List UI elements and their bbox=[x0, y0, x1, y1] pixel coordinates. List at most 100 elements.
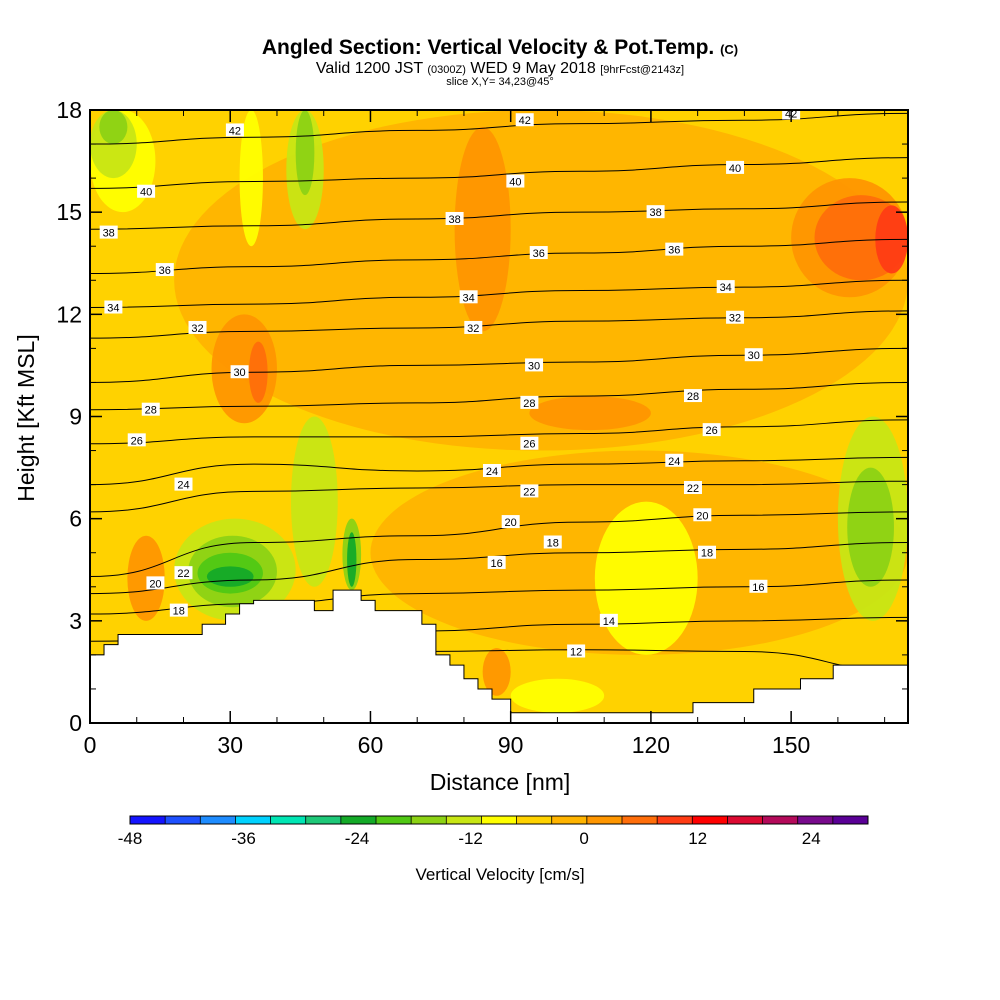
contour-label: 34 bbox=[716, 280, 735, 294]
y-tick-label: 0 bbox=[69, 710, 82, 736]
contour-label-text: 34 bbox=[107, 303, 119, 315]
contour-label-text: 26 bbox=[523, 439, 535, 451]
contour-label-box bbox=[155, 263, 174, 277]
theta-contour-40 bbox=[90, 157, 908, 189]
x-tick-label: 30 bbox=[217, 732, 243, 758]
velocity-region bbox=[127, 535, 165, 621]
colorbar-swatch bbox=[130, 816, 166, 824]
theta-contour-30 bbox=[90, 347, 908, 383]
colorbar-swatch bbox=[797, 816, 834, 824]
colorbar-swatch bbox=[516, 816, 553, 824]
contour-label-box bbox=[702, 423, 721, 437]
valid-time: Valid 1200 JST (0300Z) WED 9 May 2018 [9… bbox=[315, 60, 685, 77]
theta-contour-20 bbox=[90, 511, 908, 578]
terrain bbox=[90, 589, 908, 723]
contour-label-text: 38 bbox=[448, 214, 460, 226]
y-tick-label: 15 bbox=[56, 199, 82, 225]
colorbar-swatch bbox=[340, 816, 377, 824]
contour-label-text: 32 bbox=[191, 323, 203, 335]
y-tick-label: 18 bbox=[56, 97, 82, 123]
contour-label-box bbox=[520, 436, 539, 450]
contour-label: 32 bbox=[188, 320, 207, 335]
contour-label-text: 28 bbox=[687, 391, 699, 403]
contour-label-box bbox=[646, 205, 665, 219]
contour-label: 36 bbox=[665, 242, 684, 257]
contour-label-text: 36 bbox=[533, 248, 545, 260]
contour-label-box bbox=[169, 603, 188, 617]
contour-label-box bbox=[506, 174, 525, 188]
colorbar-label: Vertical Velocity [cm/s] bbox=[415, 865, 584, 884]
contour-label-text: 40 bbox=[140, 187, 152, 199]
contour-label: 18 bbox=[543, 535, 562, 550]
terrain-profile bbox=[90, 589, 908, 723]
y-tick-label: 12 bbox=[56, 301, 82, 327]
contour-label-box bbox=[726, 310, 745, 324]
contour-label-text: 30 bbox=[233, 367, 245, 379]
contour-label-text: 34 bbox=[720, 282, 732, 294]
contour-label-text: 36 bbox=[159, 265, 171, 277]
theta-contour-16 bbox=[90, 579, 908, 615]
contour-label-text: 36 bbox=[668, 245, 680, 257]
colorbar-swatch bbox=[586, 816, 623, 824]
contour-label: 14 bbox=[599, 613, 618, 628]
contour-label-box bbox=[520, 484, 539, 498]
y-tick-label: 3 bbox=[69, 608, 82, 634]
contour-label-box bbox=[104, 300, 123, 314]
contour-label: 20 bbox=[501, 515, 520, 529]
colorbar-swatch bbox=[481, 816, 518, 824]
contour-label-text: 22 bbox=[177, 568, 189, 580]
theta-contour-32 bbox=[90, 310, 908, 339]
velocity-region bbox=[594, 501, 698, 655]
x-tick-label: 120 bbox=[632, 732, 670, 758]
contour-label: 18 bbox=[698, 545, 717, 560]
slice-info: slice X,Y= 34,23@45° bbox=[446, 76, 554, 88]
contour-label-box bbox=[726, 160, 745, 174]
velocity-region bbox=[510, 678, 605, 713]
contour-label-text: 40 bbox=[509, 177, 521, 189]
contour-label-box bbox=[665, 453, 684, 467]
contour-label-text: 24 bbox=[486, 466, 498, 478]
contour-label-text: 32 bbox=[467, 323, 479, 335]
velocity-region bbox=[347, 532, 357, 587]
colorbar-swatch bbox=[376, 816, 412, 824]
colorbar-swatch bbox=[270, 816, 307, 824]
contour-label-text: 22 bbox=[523, 486, 535, 498]
theta-contour-26 bbox=[90, 419, 908, 445]
contour-label-box bbox=[665, 242, 684, 256]
contour-label: 16 bbox=[749, 579, 768, 594]
contour-label: 36 bbox=[155, 263, 174, 277]
contour-label-box bbox=[146, 576, 165, 590]
contour-label-text: 14 bbox=[603, 616, 615, 628]
contour-label-box bbox=[445, 211, 464, 225]
colorbar-tick-label: 24 bbox=[802, 829, 821, 848]
theta-contour-28 bbox=[90, 381, 908, 411]
chart-title: Angled Section: Vertical Velocity & Pot.… bbox=[261, 36, 739, 59]
contour-label: 38 bbox=[646, 205, 665, 219]
contour-label: 16 bbox=[487, 555, 506, 570]
contour-label-text: 16 bbox=[491, 558, 503, 570]
contour-label-text: 28 bbox=[145, 405, 157, 417]
contour-label: 22 bbox=[520, 484, 539, 498]
contour-label: 24 bbox=[482, 463, 501, 478]
colorbar-swatch bbox=[551, 816, 588, 824]
contour-label: 20 bbox=[693, 508, 712, 522]
contour-label-box bbox=[482, 463, 501, 477]
colorbar-tick-label: -48 bbox=[118, 829, 143, 848]
theta-contour-42 bbox=[90, 112, 908, 145]
contour-label-box bbox=[683, 389, 702, 403]
y-tick-label: 9 bbox=[69, 404, 82, 430]
x-axis-label: Distance [nm] bbox=[430, 769, 571, 795]
contour-label: 40 bbox=[506, 174, 525, 189]
colorbar-swatch bbox=[692, 816, 728, 824]
contour-label-box bbox=[501, 515, 520, 529]
contour-label: 38 bbox=[99, 225, 118, 240]
colorbar-swatch bbox=[832, 816, 869, 824]
y-tick-label: 6 bbox=[69, 506, 82, 532]
contour-label-box bbox=[515, 113, 534, 127]
contour-label: 24 bbox=[174, 477, 193, 492]
x-tick-label: 60 bbox=[358, 732, 384, 758]
contour-label-box bbox=[459, 290, 478, 304]
contour-label-text: 12 bbox=[570, 646, 582, 658]
